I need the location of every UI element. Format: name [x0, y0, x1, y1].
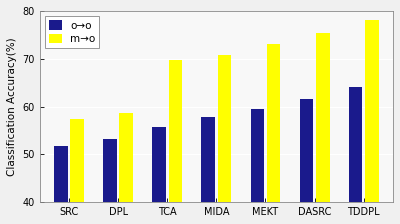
- Bar: [218, 55, 231, 224]
- Bar: [349, 87, 362, 224]
- Bar: [54, 146, 68, 224]
- Legend: o→o, m→o: o→o, m→o: [45, 16, 99, 48]
- Y-axis label: Classification Accuracy(%): Classification Accuracy(%): [7, 37, 17, 176]
- Bar: [316, 33, 330, 224]
- Bar: [300, 99, 313, 224]
- Bar: [168, 60, 182, 224]
- Bar: [202, 117, 215, 224]
- Bar: [250, 109, 264, 224]
- Bar: [267, 44, 280, 224]
- Bar: [365, 19, 378, 224]
- Bar: [70, 118, 84, 224]
- Bar: [152, 127, 166, 224]
- Bar: [103, 139, 117, 224]
- Bar: [120, 113, 133, 224]
